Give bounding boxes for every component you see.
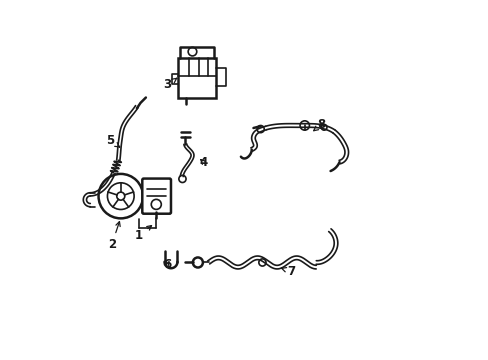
Circle shape [321, 125, 326, 130]
Bar [178, 58, 215, 98]
Text: 3: 3 [163, 78, 177, 91]
Circle shape [99, 174, 142, 219]
Circle shape [188, 47, 196, 56]
Text: 4: 4 [199, 156, 207, 168]
Text: 1: 1 [134, 226, 151, 242]
Text: 5: 5 [106, 134, 120, 147]
Circle shape [258, 259, 265, 266]
Text: 2: 2 [107, 222, 120, 251]
Circle shape [179, 175, 185, 183]
Circle shape [192, 257, 203, 267]
FancyBboxPatch shape [142, 179, 171, 214]
Circle shape [151, 199, 161, 210]
Circle shape [257, 126, 264, 133]
Circle shape [107, 183, 134, 210]
Text: 8: 8 [313, 118, 325, 131]
Circle shape [300, 121, 309, 130]
Circle shape [117, 192, 124, 200]
Text: 6: 6 [163, 258, 171, 271]
Text: 7: 7 [281, 265, 295, 278]
